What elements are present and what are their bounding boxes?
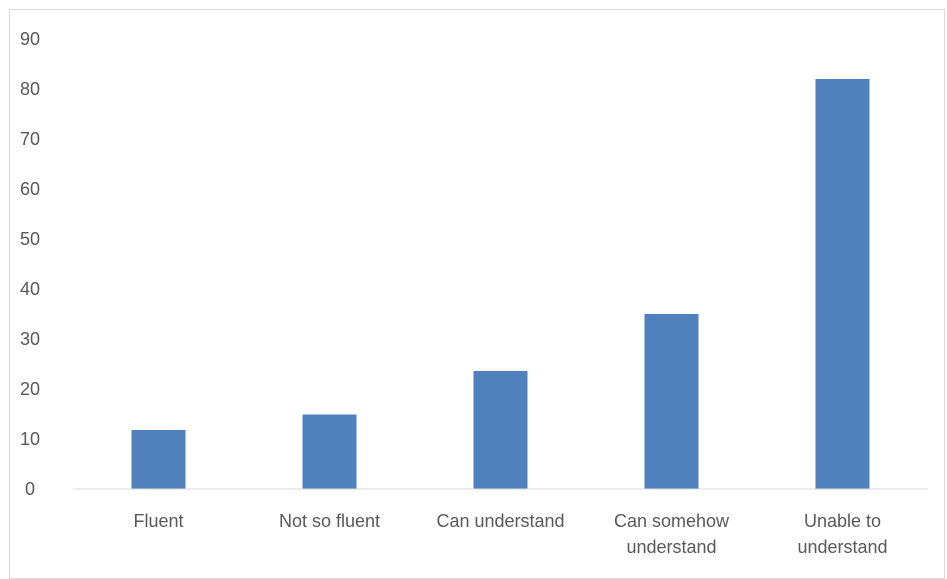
y-tick-label: 50 <box>20 229 40 249</box>
bar <box>131 430 186 489</box>
y-tick-label: 30 <box>20 329 40 349</box>
y-tick-label: 90 <box>20 29 40 49</box>
category-label: Can understand <box>436 511 564 531</box>
y-tick-label: 70 <box>20 129 40 149</box>
y-tick-label: 80 <box>20 79 40 99</box>
y-tick-label: 10 <box>20 429 40 449</box>
category-label: understand <box>797 537 887 557</box>
y-tick-label: 20 <box>20 379 40 399</box>
category-label: Can somehow <box>614 511 730 531</box>
bar <box>302 414 357 489</box>
category-label: Not so fluent <box>279 511 380 531</box>
bar <box>644 314 699 489</box>
bar <box>473 371 528 489</box>
y-tick-label: 60 <box>20 179 40 199</box>
y-tick-label: 0 <box>25 479 35 499</box>
bar <box>815 79 870 489</box>
category-label: understand <box>626 537 716 557</box>
category-label: Fluent <box>133 511 183 531</box>
y-tick-label: 40 <box>20 279 40 299</box>
category-label: Unable to <box>804 511 881 531</box>
